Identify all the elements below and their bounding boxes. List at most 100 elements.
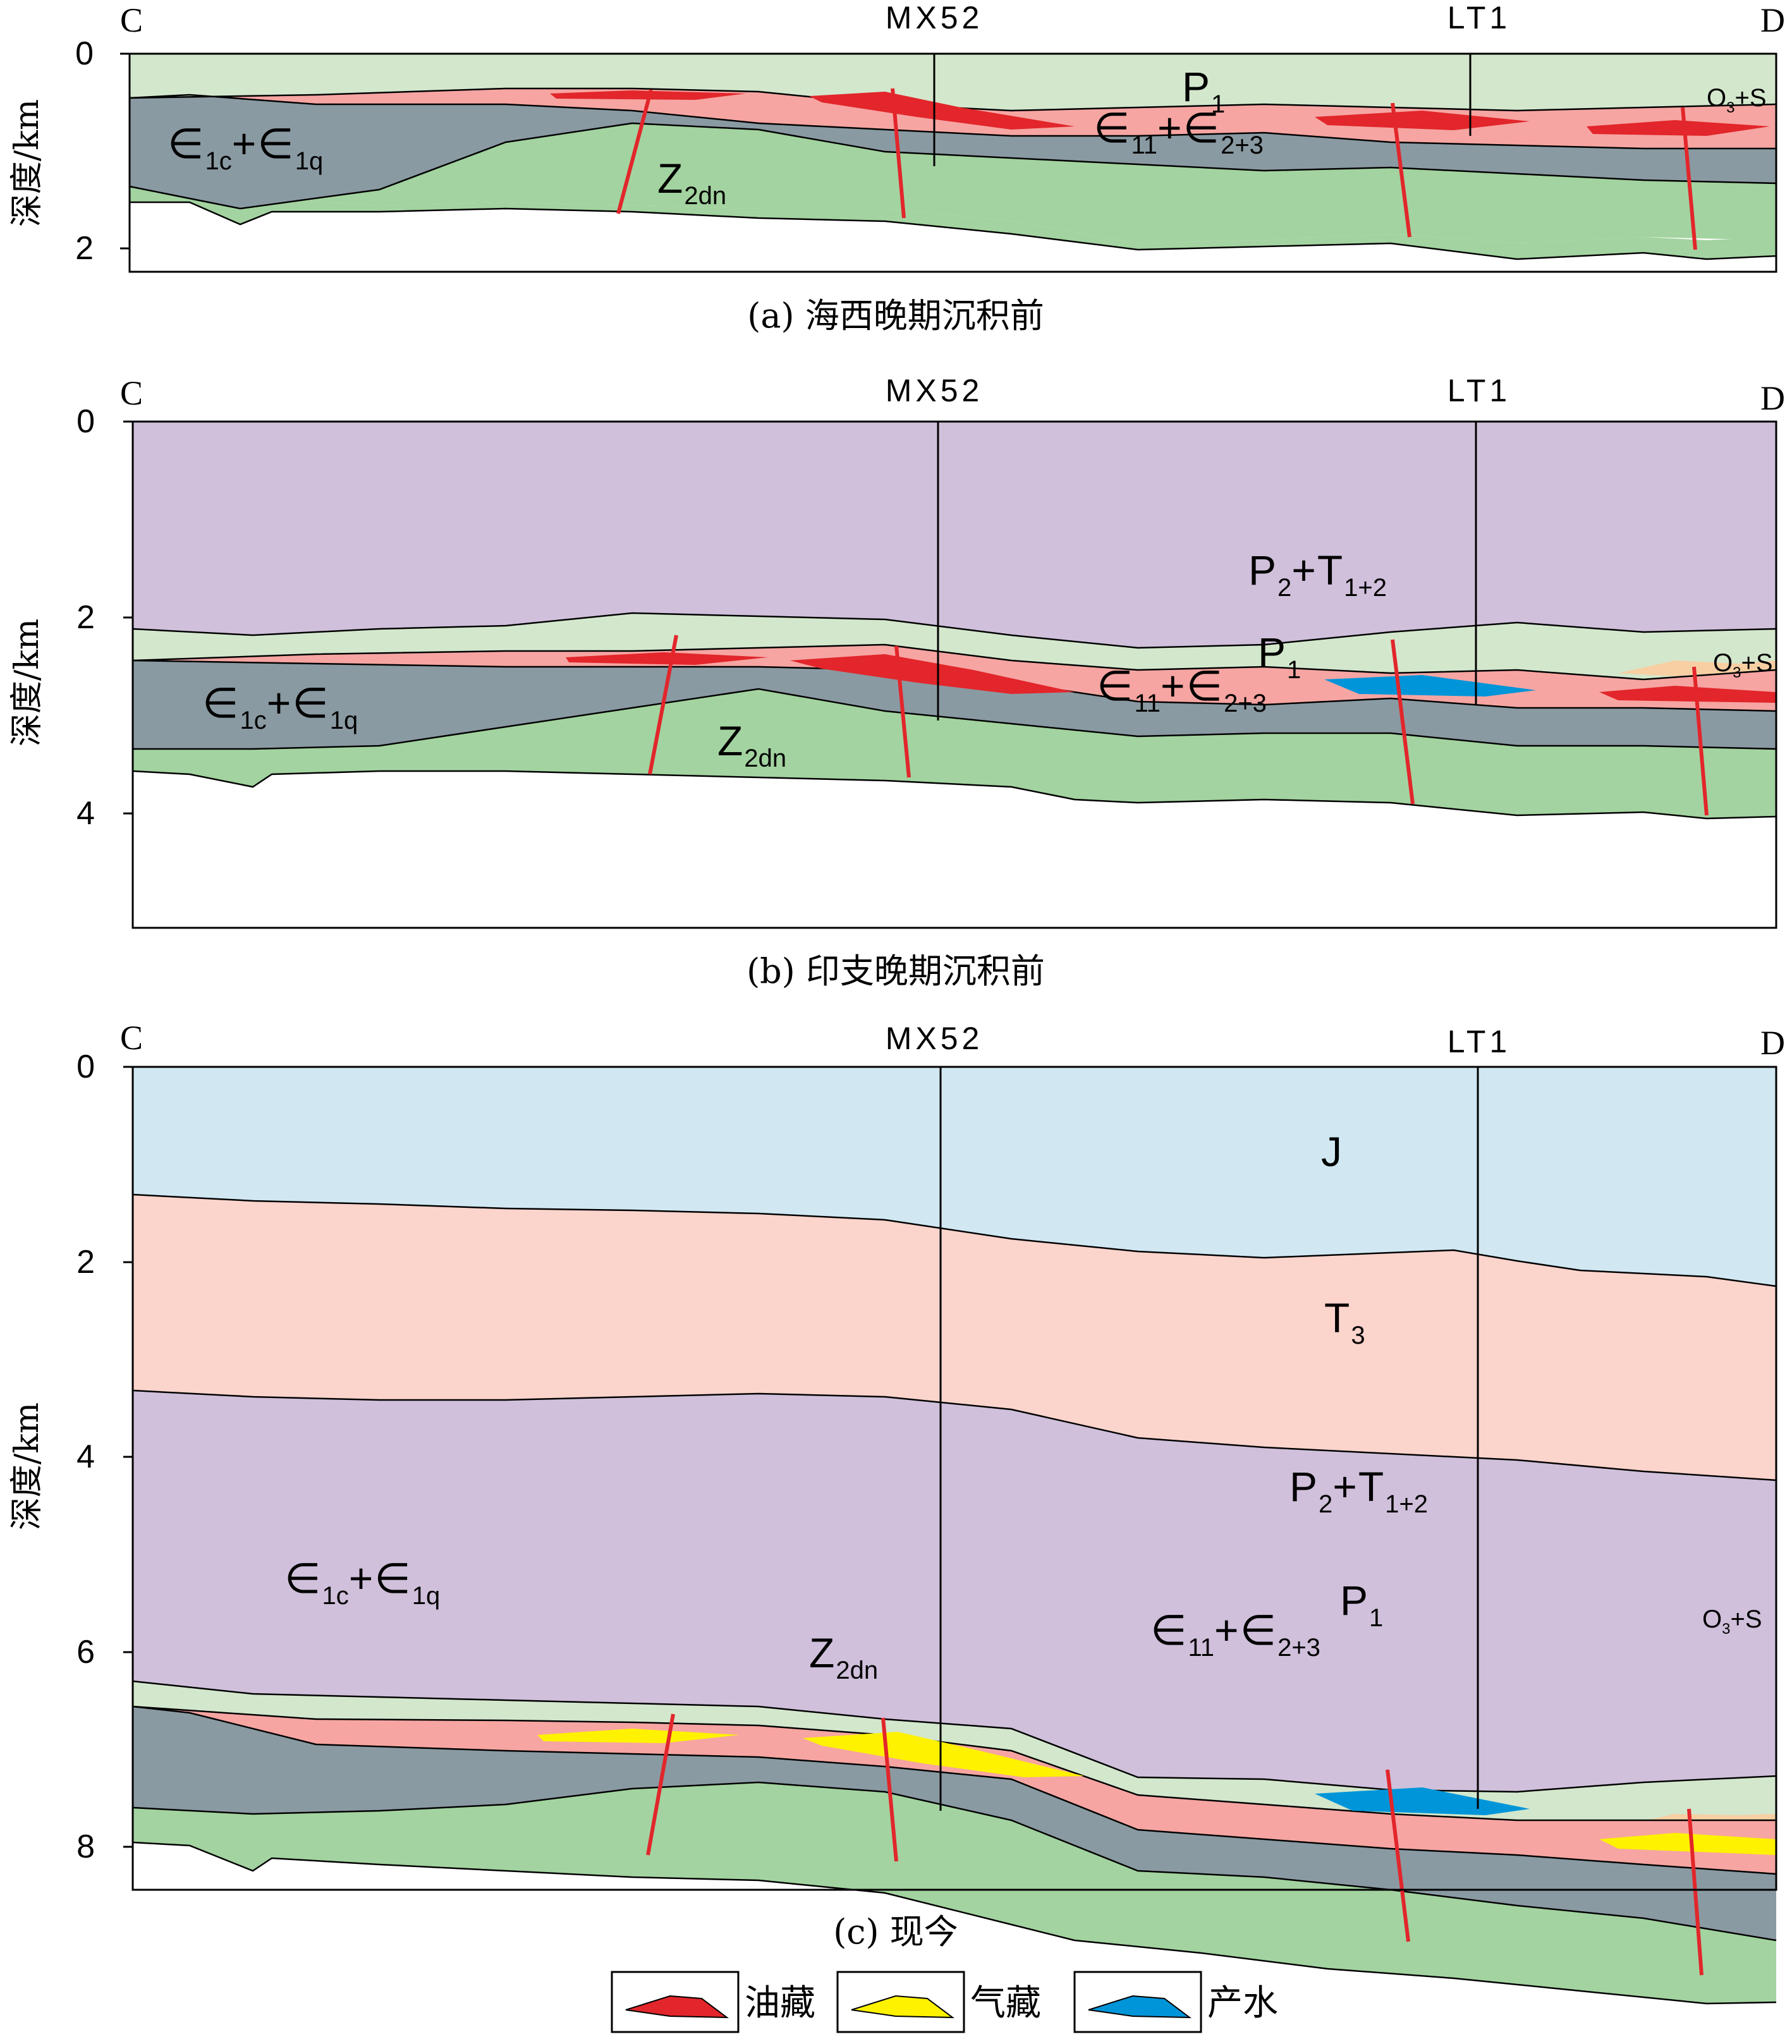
panel-a-well-label-mx52: MX52 (886, 0, 984, 35)
panel-c-water-1 (1315, 1787, 1530, 1815)
panel-b-unit-p2t12: P2+T1+2 (1248, 547, 1387, 602)
legend-item-gas: 气藏 (836, 1971, 1041, 2033)
panel-b-oil-1 (566, 652, 768, 665)
panel-a-unit-p1: P1 (1182, 63, 1225, 118)
panel-a-right-label: D (1760, 1, 1785, 39)
panel-a-p1-layer (130, 54, 1776, 111)
panel-b-right-label: D (1760, 379, 1785, 417)
legend-item-water: 产水 (1073, 1971, 1278, 2033)
panel-b-unit-o3s: O3+S (1713, 649, 1773, 681)
panel-c-unit-cambrian-lower: ∈1c+∈1q (284, 1555, 440, 1610)
panel-c-ytick-6: 6 (76, 1634, 95, 1670)
panel-c-gas-2 (803, 1732, 1084, 1777)
panel-a-oil-3 (1315, 111, 1530, 130)
panel-c-unit-z2dn: Z2dn (809, 1629, 878, 1684)
panel-b-well-label-mx52: MX52 (886, 373, 984, 408)
panel-a-cambrian-lower-layer (130, 95, 1776, 209)
panel-c-unit-t3: T3 (1324, 1294, 1365, 1349)
panel-c-j-layer (133, 1067, 1776, 1286)
panel-c-ylabel: 深度/km (8, 1402, 46, 1530)
panel-c-fault-1 (646, 1713, 675, 1856)
panel-c-fault-4 (1687, 1808, 1704, 1976)
panel-c-cambrian-lower-layer (133, 1706, 1776, 1940)
panel-a-unit-cambrian-lower: ∈1c+∈1q (168, 120, 323, 175)
gas-symbol (851, 1995, 955, 2019)
panel-b-fault-4 (1692, 666, 1709, 816)
panel-a-fault-3 (1391, 102, 1411, 238)
panel-b-unit-p1: P1 (1258, 629, 1301, 684)
panel-a-ylabel: 深度/km (8, 99, 46, 227)
panel-c-plot-border (131, 1066, 1777, 1891)
panel-a-caption: (a) 海西晚期沉积前 (747, 296, 1044, 336)
panel-b-water-1 (1324, 675, 1536, 697)
panel-c-right-label: D (1760, 1024, 1785, 1062)
panel-a-z2dn-upper (130, 123, 1776, 243)
panel-c: 0 2 4 6 8 深度/km C D MX52 LT1 J T3 P2+T1+… (8, 1019, 1785, 2005)
panel-a-ytick-2: 2 (75, 230, 94, 267)
panel-b-cambrian-upper-layer (133, 645, 1776, 711)
panel-b-oil-3 (1599, 686, 1776, 703)
water-symbol (1088, 1995, 1192, 2019)
panel-a-unit-z2dn: Z2dn (657, 155, 726, 210)
panel-b-fault-1 (648, 635, 678, 775)
legend: 油藏 气藏 产水 (611, 1971, 1278, 2033)
panel-c-unit-p1: P1 (1340, 1577, 1383, 1632)
panel-c-unit-cambrian-upper: ∈11+∈2+3 (1150, 1607, 1320, 1662)
legend-item-oil: 油藏 (611, 1971, 815, 2033)
panel-b-fault-3 (1391, 639, 1415, 805)
panel-a-oil-2 (809, 92, 1075, 130)
legend-label-oil: 油藏 (745, 1983, 815, 2024)
panel-b-unit-cambrian-lower: ∈1c+∈1q (202, 679, 358, 734)
panel-b-cambrian-lower-layer (133, 660, 1776, 749)
panel-b-ytick-4: 4 (76, 795, 95, 832)
panel-b-p1-layer (133, 613, 1776, 679)
panel-c-fault-3 (1386, 1769, 1410, 1942)
panel-c-left-label: C (120, 1019, 143, 1057)
panel-c-unit-j: J (1321, 1128, 1343, 1175)
panel-c-cambrian-upper-layer (133, 1706, 1776, 1874)
panel-a-plot-border (128, 52, 1777, 273)
panel-b-unit-z2dn: Z2dn (717, 717, 786, 772)
panel-c-p2t12-layer (133, 1390, 1776, 1792)
panel-b-ylabel: 深度/km (8, 619, 46, 746)
panel-c-ytick-4: 4 (76, 1439, 95, 1475)
panel-c-ytick-8: 8 (76, 1828, 95, 1865)
panel-b: 0 2 4 深度/km C D MX52 LT1 P2+T1+2 P1 ∈1c+… (8, 373, 1785, 991)
oil-symbol (625, 1995, 729, 2019)
panel-c-fault-2 (881, 1717, 898, 1862)
panel-c-gas-3 (1599, 1833, 1776, 1855)
panel-a: 0 2 深度/km C D MX52 LT1 ∈1c+∈1q Z2dn P1 ∈… (8, 0, 1785, 336)
panel-a-fault-1 (616, 89, 653, 214)
panel-a-fault-4 (1681, 107, 1697, 250)
legend-label-water: 产水 (1207, 1983, 1278, 2024)
panel-a-oil-4 (1587, 120, 1770, 136)
panel-c-unit-p2t12: P2+T1+2 (1289, 1463, 1428, 1518)
panel-b-ytick-2: 2 (76, 599, 95, 636)
panel-c-ytick-0: 0 (76, 1049, 95, 1085)
panel-c-t3-layer (133, 1195, 1776, 1480)
panel-c-well-label-lt1: LT1 (1448, 1024, 1511, 1059)
panel-c-z2dn-layer (133, 1782, 1776, 2004)
panel-b-caption: (b) 印支晚期沉积前 (747, 951, 1045, 991)
panel-c-well-label-mx52: MX52 (886, 1021, 984, 1056)
panel-b-fault-2 (894, 645, 911, 778)
panel-b-p2t12-layer (133, 422, 1776, 648)
panel-a-unit-o3s: O3+S (1707, 84, 1767, 116)
panel-a-well-label-lt1: LT1 (1448, 0, 1511, 35)
panel-b-unit-cambrian-upper: ∈11+∈2+3 (1097, 662, 1267, 717)
panel-c-gas-1 (537, 1729, 740, 1743)
panel-a-left-label: C (120, 1, 143, 39)
legend-label-gas: 气藏 (970, 1983, 1041, 2024)
panel-a-ytick-0: 0 (75, 35, 94, 72)
panel-c-unit-o3s: O3+S (1702, 1605, 1762, 1638)
panel-a-unit-cambrian-upper: ∈11+∈2+3 (1094, 104, 1264, 159)
panel-b-left-label: C (120, 374, 143, 412)
panel-a-fault-2 (891, 88, 906, 219)
panel-b-ytick-0: 0 (76, 403, 95, 440)
panel-a-z2dn-layer (130, 186, 1776, 259)
panel-c-ytick-2: 2 (76, 1244, 95, 1281)
panel-b-oil-2 (790, 654, 1075, 694)
panel-b-plot-border (131, 420, 1777, 929)
panel-c-caption: (c) 现今 (833, 1912, 958, 1952)
